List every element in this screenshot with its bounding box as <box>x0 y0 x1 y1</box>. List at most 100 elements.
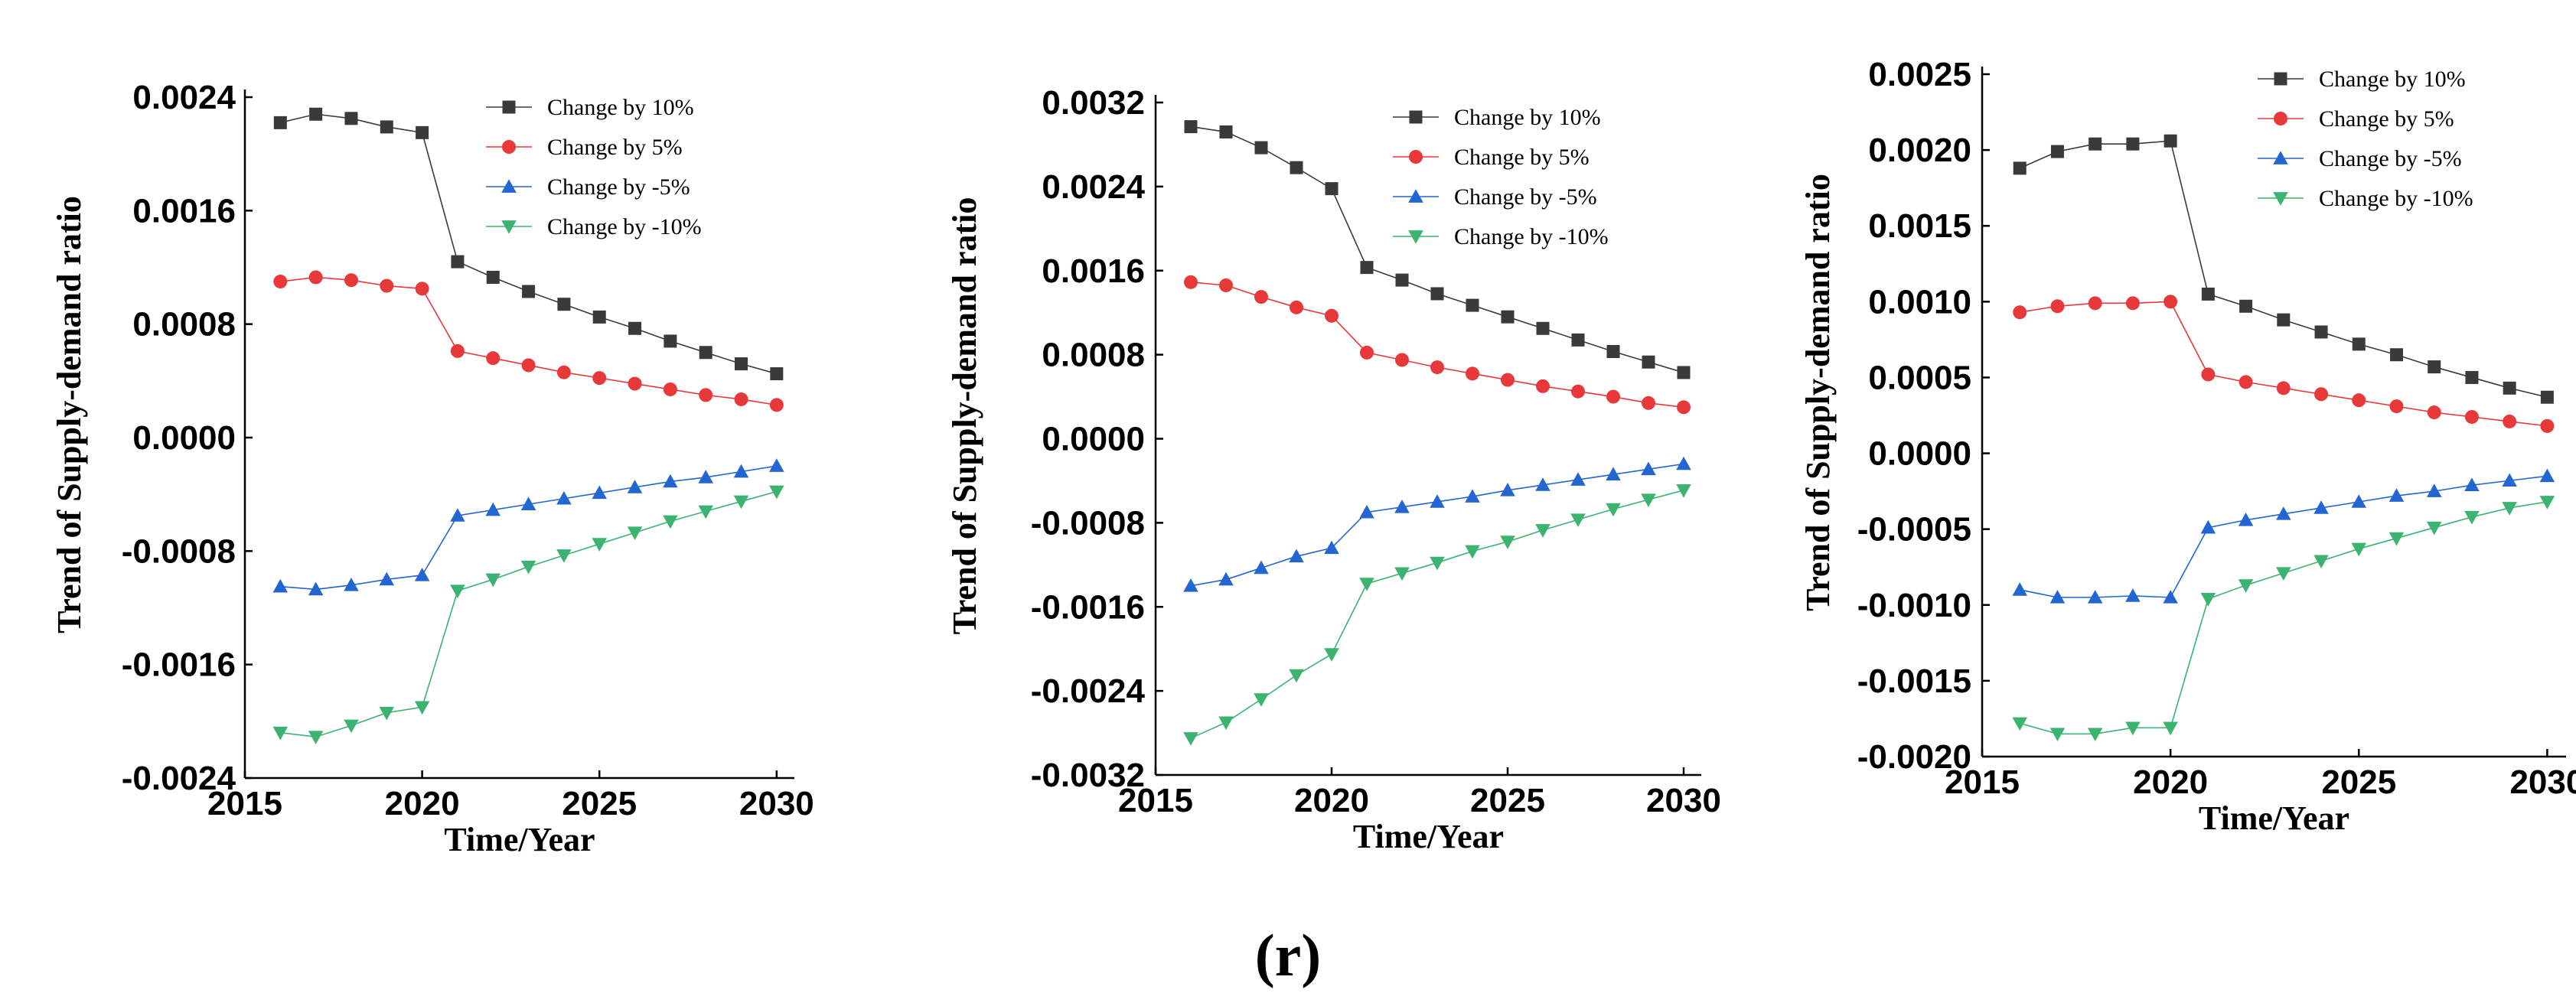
data-point <box>592 485 608 500</box>
data-point <box>2389 532 2405 546</box>
data-point <box>2276 567 2291 581</box>
data-point <box>2200 519 2216 534</box>
data-point <box>2464 510 2480 525</box>
data-point <box>344 578 359 591</box>
data-point <box>2539 496 2555 510</box>
data-point <box>2428 360 2441 374</box>
y-tick-label: 0.0000 <box>1042 421 1145 458</box>
data-point <box>628 321 642 335</box>
series-3 <box>272 458 784 596</box>
series-2 <box>273 270 784 412</box>
data-point <box>769 458 784 472</box>
data-point <box>380 120 393 134</box>
data-point <box>1183 732 1198 746</box>
y-tick-label: -0.0010 <box>1857 587 1971 624</box>
data-point <box>2238 512 2254 526</box>
data-point <box>663 382 677 396</box>
data-point <box>663 515 678 529</box>
data-point <box>2088 296 2102 311</box>
x-tick-label: 2020 <box>1294 782 1369 819</box>
data-point <box>2389 488 2405 502</box>
data-point <box>2163 721 2178 736</box>
data-point <box>1395 353 1409 367</box>
legend-marker <box>502 140 516 154</box>
y-tick-label: -0.0016 <box>1031 588 1145 626</box>
legend-item: Change by -5% <box>1393 184 1597 210</box>
y-tick-label: -0.0005 <box>1857 511 1971 549</box>
legend-item: Change by 5% <box>1393 145 1590 170</box>
data-point <box>2050 145 2064 158</box>
x-tick-label: 2015 <box>1118 782 1193 819</box>
data-point <box>1218 571 1234 586</box>
data-point <box>486 270 500 284</box>
x-axis-title: Time/Year <box>1353 818 1504 855</box>
legend-item: Change by 10% <box>486 95 694 120</box>
legend-marker <box>502 100 516 114</box>
data-point <box>2126 137 2140 151</box>
data-point <box>1641 493 1656 507</box>
data-point <box>2277 313 2291 327</box>
legend-item: Change by 5% <box>486 135 683 160</box>
data-point <box>2465 370 2479 384</box>
y-tick-label: -0.0020 <box>1857 738 1971 776</box>
data-point <box>415 282 429 296</box>
data-point <box>1360 345 1374 360</box>
y-tick-label: -0.0008 <box>1031 504 1145 542</box>
y-tick-label: 0.0024 <box>1042 168 1145 206</box>
data-point <box>2200 593 2216 607</box>
data-point <box>1184 120 1198 134</box>
data-point <box>521 358 536 373</box>
data-point <box>2049 590 2066 604</box>
data-point <box>2050 299 2065 314</box>
data-point <box>699 388 713 402</box>
y-axis-title: Trend of Supply-demand ratio <box>51 196 88 633</box>
series-1 <box>1184 120 1691 379</box>
data-point <box>735 357 748 371</box>
x-tick-label: 2015 <box>207 785 282 822</box>
data-point <box>769 398 784 412</box>
data-point <box>1500 536 1515 549</box>
y-tick-label: 0.0016 <box>1042 252 1145 290</box>
legend-item: Change by 10% <box>1393 105 1601 130</box>
y-tick-label: 0.0000 <box>1868 435 1971 473</box>
series-1 <box>273 107 784 381</box>
x-axis-title: Time/Year <box>2199 799 2349 837</box>
data-point <box>1676 456 1691 470</box>
data-point <box>379 706 395 721</box>
data-point <box>2164 134 2177 148</box>
data-point <box>344 273 358 288</box>
data-point <box>2163 590 2178 604</box>
series-line <box>1190 490 1684 739</box>
data-point <box>273 275 288 289</box>
data-point <box>2125 588 2141 602</box>
y-axis-title: Trend of Supply-demand ratio <box>946 197 983 635</box>
legend-label: Change by -5% <box>2319 146 2462 171</box>
series-line <box>280 113 778 375</box>
data-point <box>414 568 430 581</box>
data-point <box>2012 717 2028 731</box>
data-point <box>2276 506 2291 520</box>
data-point <box>1466 298 1479 312</box>
data-point <box>2352 393 2366 408</box>
series-2 <box>2013 295 2555 433</box>
legend-marker <box>2274 112 2287 125</box>
data-point <box>769 485 784 500</box>
data-point <box>1571 384 1585 399</box>
data-point <box>1606 503 1621 517</box>
chart-panel-3: 0.0025 0.0020 0.0015 0.0010 0.0005 0.0000 -0.0… <box>1799 56 2576 837</box>
data-point <box>1466 366 1479 381</box>
x-tick-label: 2020 <box>2133 763 2208 801</box>
data-point <box>2540 390 2554 404</box>
legend-label: Change by -10% <box>2319 186 2473 211</box>
legend-item: Change by 10% <box>2258 67 2466 92</box>
data-point <box>1430 556 1445 571</box>
chart-panel-1: 0.0024 0.0016 0.0008 0.0000 -0.0008 -0.0016 -0… <box>51 79 814 858</box>
legend-label: Change by -5% <box>1454 184 1597 210</box>
data-point <box>272 578 289 593</box>
legend-item: Change by 5% <box>2258 106 2454 132</box>
data-point <box>379 571 395 586</box>
data-point <box>2503 381 2516 395</box>
x-tick-label: 2025 <box>1470 782 1545 819</box>
data-point <box>2464 409 2479 424</box>
data-point <box>486 351 501 366</box>
